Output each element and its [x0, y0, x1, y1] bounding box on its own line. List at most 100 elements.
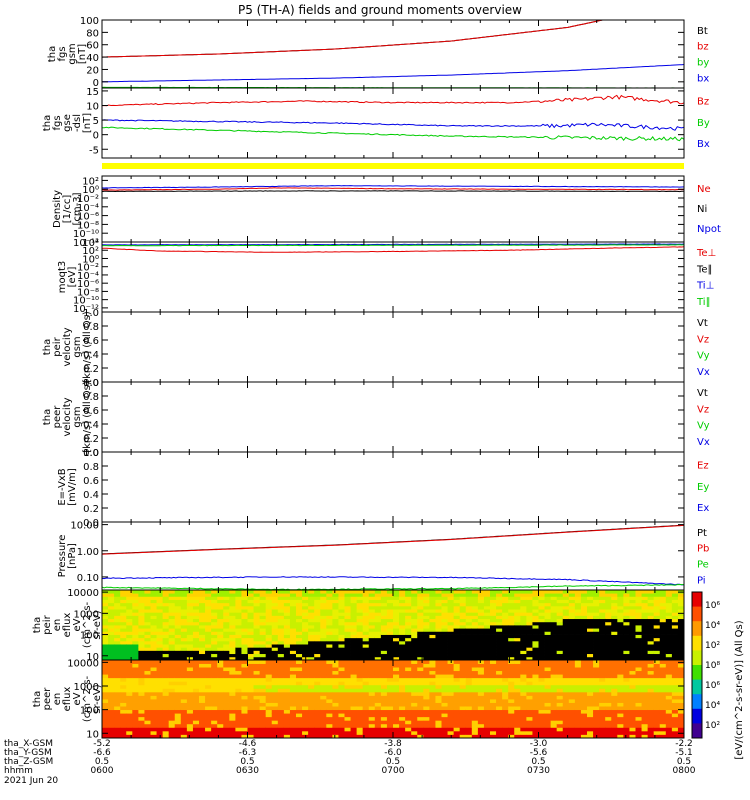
spectrogram-cell: [192, 593, 200, 597]
spectrogram-cell: [526, 644, 533, 648]
spectrogram-cell: [138, 720, 145, 725]
y-tick-label: 0.0: [83, 448, 99, 459]
spectrogram-cell: [277, 618, 285, 623]
spectrogram-cell: [162, 637, 170, 642]
spectrogram-cell: [229, 637, 236, 642]
spectrogram-cell: [235, 713, 242, 718]
spectrogram-cell: [641, 723, 649, 728]
spectrogram-cell: [605, 727, 612, 732]
spectrogram-cell: [423, 677, 430, 682]
time-tick-label: 0800: [673, 766, 696, 776]
spectrogram-cell: [417, 593, 424, 597]
spectrogram-cell: [520, 670, 527, 675]
spectrogram-cell: [150, 644, 157, 648]
spectrogram-cell: [308, 688, 315, 693]
spectrogram-cell: [532, 688, 539, 693]
ephemeris-value: -3.0: [530, 739, 548, 749]
spectrogram-cell: [168, 660, 176, 664]
spectrogram-cell: [593, 593, 600, 597]
spectrogram-cell: [338, 596, 345, 600]
spectrogram-cell: [114, 734, 121, 739]
spectrogram-cell: [362, 674, 370, 679]
spectrogram-cell: [677, 720, 685, 725]
spectrogram-cell: [356, 716, 364, 721]
spectrogram-cell: [587, 625, 594, 629]
spectrogram-cell: [574, 734, 582, 739]
spectrogram-cell: [423, 618, 430, 623]
spectrogram-cell: [423, 644, 430, 648]
spectrogram-cell: [490, 699, 497, 703]
spectrogram-cell: [253, 681, 261, 686]
spectrogram-cell: [599, 695, 606, 700]
spectrogram-cell: [314, 677, 321, 682]
spectrogram-cell: [350, 699, 358, 703]
spectrogram-cell: [162, 723, 170, 728]
spectrogram-cell: [550, 720, 558, 725]
spectrogram-cell: [665, 621, 673, 626]
spectrogram-cell: [114, 625, 121, 629]
spectrogram-cell: [411, 609, 418, 613]
spectrogram-cell: [647, 709, 655, 714]
spectrogram-cell: [277, 681, 285, 686]
spectrogram-cell: [320, 713, 327, 718]
spectrogram-cell: [247, 653, 254, 658]
spectrogram-cell: [635, 612, 642, 616]
spectrogram-cell: [344, 681, 351, 686]
spectrogram-cell: [580, 723, 588, 728]
spectrogram-cell: [593, 674, 600, 679]
spectrogram-cell: [599, 684, 606, 689]
spectrogram-cell: [453, 720, 461, 725]
spectrogram-cell: [538, 590, 545, 594]
flag-bar: [102, 163, 684, 169]
spectrogram-cell: [556, 667, 564, 672]
spectrogram-cell: [126, 660, 133, 664]
spectrogram-cell: [192, 599, 200, 604]
spectrogram-cell: [465, 605, 473, 610]
spectrogram-cell: [356, 644, 364, 648]
spectrogram-cell: [647, 667, 655, 672]
y-axis-label-line: fgs: [52, 115, 63, 130]
spectrogram-cell: [156, 640, 164, 645]
spectrogram-cell: [144, 699, 151, 703]
spectrogram-cell: [508, 605, 515, 610]
spectrogram-cell: [308, 593, 315, 597]
spectrogram-cell: [332, 663, 339, 668]
spectrogram-cell: [102, 684, 109, 689]
spectrogram-cell: [574, 618, 582, 623]
spectrogram-cell: [326, 688, 333, 693]
spectrogram-cell: [314, 637, 321, 642]
spectrogram-cell: [102, 628, 109, 632]
spectrogram-cell: [520, 647, 527, 651]
spectrogram-cell: [217, 590, 224, 594]
spectrogram-cell: [483, 602, 491, 607]
spectrogram-cell: [623, 663, 630, 668]
spectrogram-cell: [611, 647, 618, 651]
spectrogram-cell: [532, 640, 539, 645]
spectrogram-cell: [126, 618, 133, 623]
y-tick-label: 0.6: [83, 406, 99, 417]
spectrogram-cell: [580, 599, 588, 604]
spectrogram-cell: [229, 695, 236, 700]
spectrogram-cell: [229, 631, 236, 635]
spectrogram-cell: [574, 631, 582, 635]
spectrogram-cell: [380, 670, 388, 675]
spectrogram-cell: [550, 695, 558, 700]
spectrogram-cell: [659, 637, 667, 642]
spectrogram-cell: [532, 670, 539, 675]
spectrogram-cell: [192, 602, 200, 607]
spectrogram-cell: [362, 702, 370, 707]
spectrogram-cell: [217, 593, 224, 597]
spectrogram-cell: [320, 709, 327, 714]
ephemeris-value: -6.6: [93, 748, 111, 758]
spectrogram-cell: [180, 684, 188, 689]
spectrogram-cell: [120, 670, 127, 675]
spectrogram-cell: [326, 644, 333, 648]
spectrogram-cell: [102, 667, 109, 672]
spectrogram-cell: [441, 615, 448, 620]
spectrogram-cell: [483, 709, 491, 714]
spectrogram-cell: [405, 688, 412, 693]
spectrogram-cell: [471, 684, 479, 689]
spectrogram-cell: [532, 634, 539, 639]
spectrogram-cell: [174, 691, 182, 696]
spectrogram-cell: [465, 677, 473, 682]
